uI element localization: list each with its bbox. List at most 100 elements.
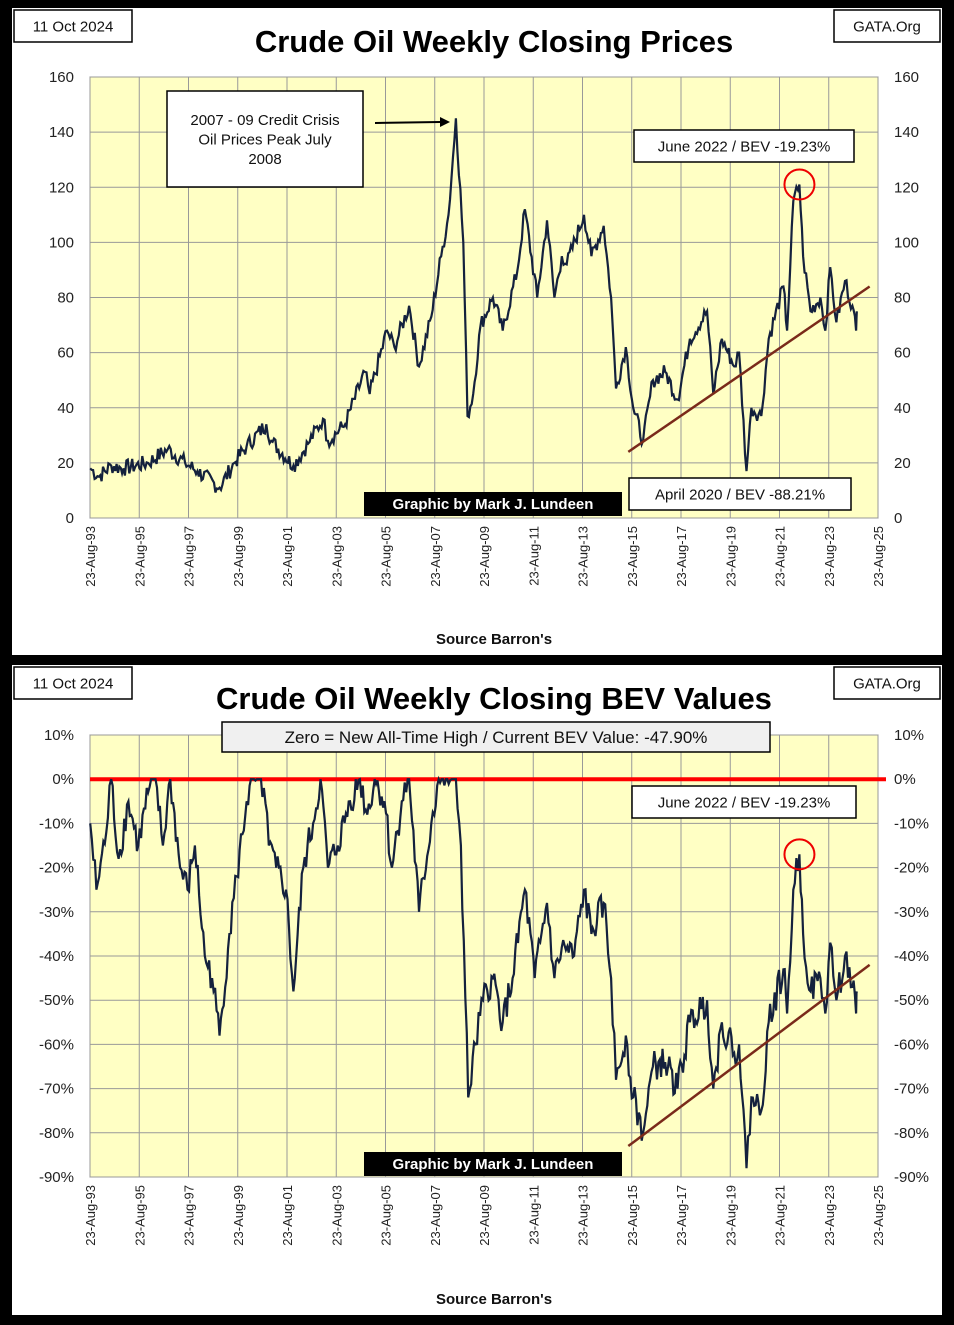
y-tick-label-left: 140 [49,124,74,141]
x-axis-label: Source Barron's [436,631,552,648]
x-tick-label: 23-Aug-01 [280,526,295,587]
date-label-box [13,666,133,700]
x-tick-label: 23-Aug-25 [871,1185,886,1246]
y-tick-label-right: 120 [894,179,919,196]
y-tick-label-left: 80 [57,290,74,307]
trend-line [627,285,871,453]
y-tick-label-right: -80% [894,1125,929,1142]
x-tick-label: 23-Aug-97 [182,526,197,587]
x-tick-label: 23-Aug-07 [428,526,443,587]
y-tick-label-left: -80% [39,1125,74,1142]
y-tick-label-left: 40 [57,400,74,417]
y-tick-label-right: -20% [894,860,929,877]
y-tick-label-left: -30% [39,904,74,921]
x-tick-label: 23-Aug-01 [280,1185,295,1246]
y-tick-label-left: -90% [39,1169,74,1186]
y-tick-label-right: -30% [894,904,929,921]
y-tick-label-left: 100 [49,234,74,251]
june-2022-annotation-box [633,129,855,163]
series-line [89,775,858,1169]
x-tick-label: 23-Aug-03 [329,1185,344,1246]
chart-title: Crude Oil Weekly Closing BEV Values [216,681,772,716]
date-label: 11 Oct 2024 [33,18,114,35]
april-2020-annotation: April 2020 / BEV -88.21% [655,486,825,503]
source-label-box [833,9,941,43]
x-tick-label: 23-Aug-23 [822,526,837,587]
y-tick-label-right: 100 [894,234,919,251]
y-tick-label-right: 0 [894,510,902,527]
chart-title: Crude Oil Weekly Closing Prices [255,24,733,59]
credit-label: Graphic by Mark J. Lundeen [393,1156,594,1173]
x-tick-label: 23-Aug-93 [83,526,98,587]
x-tick-label: 23-Aug-17 [674,526,689,587]
x-tick-label: 23-Aug-15 [625,1185,640,1246]
x-tick-label: 23-Aug-99 [231,526,246,587]
y-tick-label-right: -70% [894,1081,929,1098]
x-tick-label: 23-Aug-07 [428,1185,443,1246]
x-tick-label: 23-Aug-23 [822,1185,837,1246]
arrow-head-icon [440,117,450,127]
y-tick-label-right: -10% [894,815,929,832]
x-tick-label: 23-Aug-11 [526,526,541,586]
y-tick-label-right: 10% [894,727,924,744]
june-2022-annotation-box [631,785,857,819]
x-tick-label: 23-Aug-19 [723,526,738,587]
source-label: GATA.Org [853,18,921,35]
x-tick-label: 23-Aug-19 [723,1185,738,1246]
y-tick-label-left: 60 [57,345,74,362]
april-2020-annotation-box [628,477,852,511]
credit-box [364,1152,622,1176]
bev-chart: 11 Oct 2024 GATA.Org Crude Oil Weekly Clos… [13,666,941,1308]
y-tick-label-left: 120 [49,179,74,196]
x-tick-label: 23-Aug-95 [132,526,147,587]
x-tick-label: 23-Aug-21 [773,526,788,587]
date-label: 11 Oct 2024 [33,675,114,692]
y-tick-label-right: 0% [894,771,916,788]
date-label-box [13,9,133,43]
y-tick-label-right: 40 [894,400,911,417]
y-tick-label-right: -50% [894,992,929,1009]
x-tick-label: 23-Aug-17 [674,1185,689,1246]
x-tick-label: 23-Aug-05 [379,526,394,587]
x-tick-label: 23-Aug-99 [231,1185,246,1246]
y-tick-label-left: 0% [52,771,74,788]
source-label-box [833,666,941,700]
x-tick-label: 23-Aug-09 [477,1185,492,1246]
y-tick-label-left: -40% [39,948,74,965]
x-tick-label: 23-Aug-13 [576,526,591,587]
x-tick-label: 23-Aug-97 [182,1185,197,1246]
x-tick-label: 23-Aug-03 [329,526,344,587]
june-2022-annotation: June 2022 / BEV -19.23% [658,794,831,811]
bev-chart-panel: 11 Oct 2024 GATA.Org Crude Oil Weekly Clos… [12,665,942,1315]
y-tick-label-right: -90% [894,1169,929,1186]
y-tick-label-right: 60 [894,345,911,362]
crisis-annotation: 2008 [248,151,281,168]
y-tick-label-right: 160 [894,69,919,86]
x-tick-label: 23-Aug-25 [871,526,886,587]
credit-box [364,492,622,516]
x-tick-label: 23-Aug-13 [576,1185,591,1246]
y-tick-label-left: -50% [39,992,74,1009]
price-chart-panel: 11 Oct 2024 GATA.Org Crude Oil Weekly Clos… [12,8,942,655]
y-tick-label-right: 20 [894,455,911,472]
bev-header-annotation-box [221,721,771,753]
y-tick-label-right: -40% [894,948,929,965]
x-tick-label: 23-Aug-15 [625,526,640,587]
x-tick-label: 23-Aug-21 [773,1185,788,1246]
y-tick-label-left: 160 [49,69,74,86]
y-tick-label-left: 10% [44,727,74,744]
bev-header-annotation: Zero = New All-Time High / Current BEV V… [285,728,708,747]
x-tick-label: 23-Aug-05 [379,1185,394,1246]
y-tick-label-right: -60% [894,1036,929,1053]
y-tick-label-left: -10% [39,815,74,832]
y-tick-label-left: -20% [39,860,74,877]
credit-label: Graphic by Mark J. Lundeen [393,496,594,513]
y-tick-label-right: 80 [894,290,911,307]
x-tick-label: 23-Aug-95 [132,1185,147,1246]
peak-highlight-circle [783,838,816,871]
x-tick-label: 23-Aug-09 [477,526,492,587]
x-tick-label: 23-Aug-93 [83,1185,98,1246]
price-chart: 11 Oct 2024 GATA.Org Crude Oil Weekly Clos… [13,9,941,648]
y-tick-label-right: 140 [894,124,919,141]
trend-line [627,963,871,1148]
